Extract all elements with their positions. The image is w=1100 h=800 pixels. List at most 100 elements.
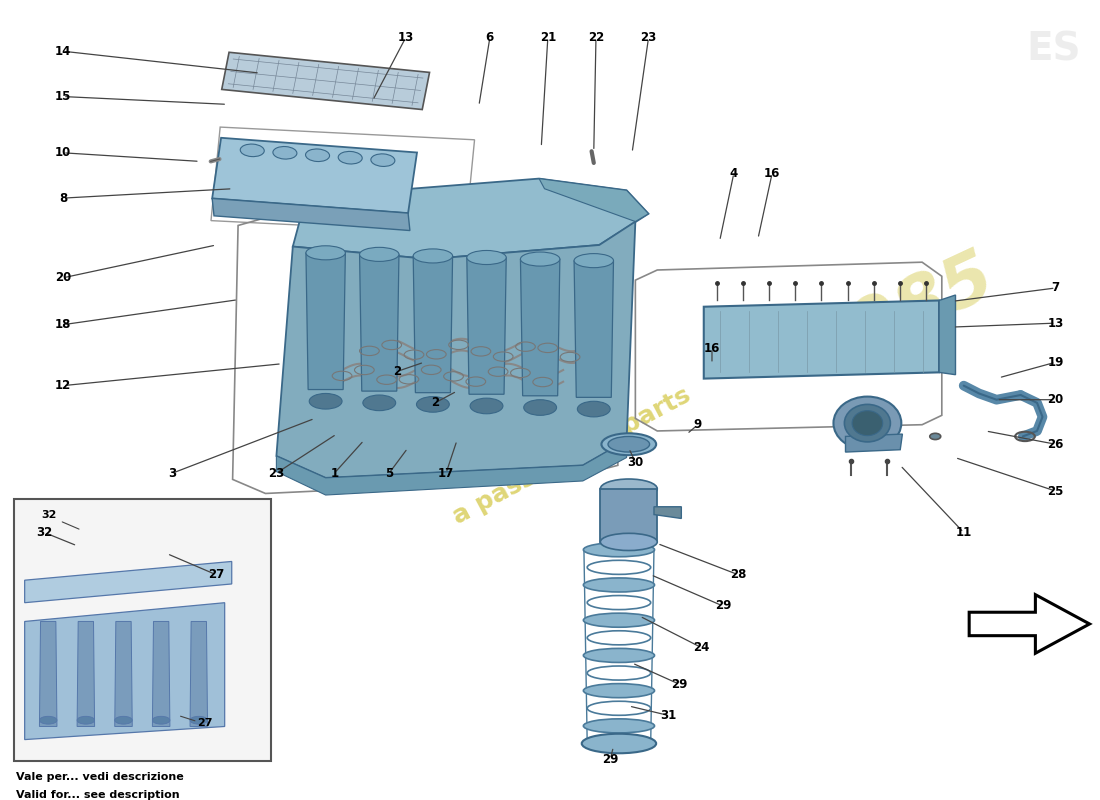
Text: 2: 2 <box>393 365 400 378</box>
Text: 29: 29 <box>602 753 618 766</box>
Ellipse shape <box>608 437 650 452</box>
Ellipse shape <box>306 149 330 162</box>
Ellipse shape <box>466 250 506 265</box>
Text: 19: 19 <box>1047 356 1064 369</box>
Ellipse shape <box>583 648 654 662</box>
Polygon shape <box>293 178 649 259</box>
Polygon shape <box>969 594 1090 654</box>
Ellipse shape <box>601 534 658 550</box>
Polygon shape <box>939 295 956 374</box>
Ellipse shape <box>578 402 610 417</box>
Text: 1985: 1985 <box>794 242 1005 389</box>
Polygon shape <box>466 258 506 394</box>
Text: 29: 29 <box>671 678 688 690</box>
Polygon shape <box>77 622 95 726</box>
Text: 12: 12 <box>55 379 72 392</box>
Polygon shape <box>539 178 649 222</box>
Text: 27: 27 <box>198 718 213 727</box>
Polygon shape <box>654 506 681 518</box>
Ellipse shape <box>240 144 264 157</box>
Ellipse shape <box>601 479 658 498</box>
Ellipse shape <box>360 247 399 262</box>
Ellipse shape <box>363 395 396 410</box>
Text: 16: 16 <box>704 342 720 354</box>
Polygon shape <box>212 138 417 213</box>
Ellipse shape <box>153 716 169 724</box>
Ellipse shape <box>371 154 395 166</box>
Text: 13: 13 <box>397 31 414 45</box>
Text: 23: 23 <box>640 31 657 45</box>
Ellipse shape <box>845 404 890 442</box>
Text: 8: 8 <box>58 192 67 205</box>
Text: 14: 14 <box>55 45 72 58</box>
Text: 27: 27 <box>208 568 224 582</box>
Text: 31: 31 <box>660 709 676 722</box>
Ellipse shape <box>114 716 132 724</box>
Polygon shape <box>574 261 614 398</box>
Text: 2: 2 <box>431 396 439 410</box>
Text: 3: 3 <box>168 466 176 480</box>
Text: 20: 20 <box>1047 394 1064 406</box>
Polygon shape <box>222 52 429 110</box>
Polygon shape <box>276 222 636 478</box>
Polygon shape <box>360 254 399 391</box>
Ellipse shape <box>470 398 503 414</box>
Text: 25: 25 <box>1047 485 1064 498</box>
Ellipse shape <box>338 151 362 164</box>
Text: 24: 24 <box>693 641 710 654</box>
Ellipse shape <box>930 434 940 439</box>
Text: 9: 9 <box>694 418 702 431</box>
Ellipse shape <box>602 434 657 455</box>
Text: 30: 30 <box>627 456 644 469</box>
Text: 16: 16 <box>764 166 780 180</box>
Polygon shape <box>704 301 939 378</box>
Polygon shape <box>24 562 232 602</box>
Polygon shape <box>114 622 132 726</box>
Text: 22: 22 <box>587 31 604 45</box>
Polygon shape <box>212 198 410 230</box>
Text: 23: 23 <box>268 466 285 480</box>
Ellipse shape <box>582 734 657 754</box>
Ellipse shape <box>77 716 95 724</box>
Ellipse shape <box>583 719 654 733</box>
Ellipse shape <box>273 146 297 159</box>
Text: 13: 13 <box>1047 317 1064 330</box>
Ellipse shape <box>414 249 452 263</box>
Polygon shape <box>24 602 224 739</box>
Polygon shape <box>601 489 658 542</box>
Ellipse shape <box>583 578 654 592</box>
Polygon shape <box>846 434 902 452</box>
Text: 18: 18 <box>55 318 72 331</box>
Text: 17: 17 <box>438 466 454 480</box>
Text: 21: 21 <box>540 31 556 45</box>
Ellipse shape <box>309 394 342 409</box>
Ellipse shape <box>834 397 901 450</box>
Ellipse shape <box>574 254 614 268</box>
Polygon shape <box>306 253 345 390</box>
Ellipse shape <box>306 246 345 260</box>
Ellipse shape <box>852 410 882 436</box>
Polygon shape <box>153 622 169 726</box>
Text: 32: 32 <box>41 510 56 521</box>
Polygon shape <box>414 256 452 393</box>
Ellipse shape <box>524 400 557 415</box>
Text: 11: 11 <box>956 526 971 539</box>
Ellipse shape <box>583 542 654 557</box>
Text: 26: 26 <box>1047 438 1064 450</box>
Ellipse shape <box>583 684 654 698</box>
Text: 5: 5 <box>385 466 393 480</box>
Text: 6: 6 <box>486 31 494 45</box>
Text: 32: 32 <box>36 526 53 539</box>
Text: 10: 10 <box>55 146 72 159</box>
Text: 20: 20 <box>55 271 72 284</box>
Text: Valid for... see description: Valid for... see description <box>15 790 179 800</box>
Text: 1: 1 <box>330 466 339 480</box>
Ellipse shape <box>520 252 560 266</box>
Text: 15: 15 <box>55 90 72 103</box>
Polygon shape <box>40 622 57 726</box>
FancyBboxPatch shape <box>13 499 271 761</box>
Text: 4: 4 <box>729 166 738 180</box>
Polygon shape <box>520 259 560 396</box>
Ellipse shape <box>190 716 208 724</box>
Polygon shape <box>190 622 208 726</box>
